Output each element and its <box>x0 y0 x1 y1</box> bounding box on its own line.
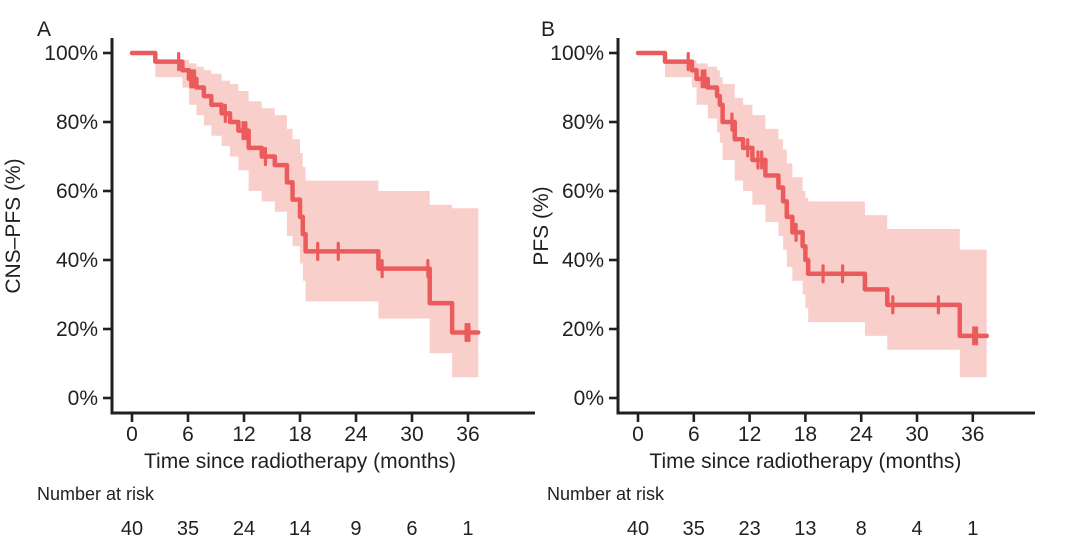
risk-value: 35 <box>683 518 705 540</box>
x-axis-title: Time since radiotherapy (months) <box>144 450 456 473</box>
risk-value: 23 <box>738 518 760 540</box>
y-tick-label: 0% <box>68 387 98 410</box>
x-tick-label: 0 <box>632 423 644 446</box>
x-tick-label: 12 <box>738 423 761 446</box>
x-tick-label: 18 <box>288 423 311 446</box>
x-tick-label: 6 <box>182 423 194 446</box>
risk-value: 24 <box>233 518 255 540</box>
x-tick-label: 6 <box>688 423 700 446</box>
y-tick-label: 20% <box>56 318 98 341</box>
x-axis-title: Time since radiotherapy (months) <box>649 450 961 473</box>
y-tick-label: 80% <box>562 111 604 134</box>
number-at-risk-label: Number at risk <box>37 484 155 504</box>
risk-value: 13 <box>794 518 816 540</box>
confidence-band <box>155 59 479 378</box>
x-tick-label: 36 <box>456 423 479 446</box>
panel-letter: A <box>37 18 51 41</box>
risk-value: 1 <box>462 518 473 540</box>
y-tick-label: 40% <box>56 249 98 272</box>
panel-letter: B <box>541 18 555 41</box>
y-tick-label: 20% <box>562 318 604 341</box>
x-tick-label: 24 <box>344 423 368 446</box>
y-tick-label: 100% <box>44 42 98 65</box>
y-tick-label: 0% <box>574 387 604 410</box>
x-tick-label: 12 <box>232 423 255 446</box>
y-axis-title: PFS (%) <box>530 186 553 265</box>
x-tick-label: 24 <box>850 423 874 446</box>
y-tick-label: 60% <box>56 180 98 203</box>
y-axis-title: CNS–PFS (%) <box>2 158 25 293</box>
risk-value: 40 <box>121 518 143 540</box>
x-tick-label: 18 <box>794 423 817 446</box>
risk-value: 35 <box>177 518 199 540</box>
km-curve <box>635 50 989 339</box>
risk-value: 14 <box>289 518 311 540</box>
y-tick-label: 100% <box>550 42 604 65</box>
y-tick-label: 60% <box>562 180 604 203</box>
number-at-risk-label: Number at risk <box>547 484 665 504</box>
risk-value: 9 <box>350 518 361 540</box>
x-tick-label: 30 <box>905 423 928 446</box>
confidence-band <box>664 59 987 378</box>
risk-value: 40 <box>627 518 649 540</box>
risk-value: 4 <box>911 518 922 540</box>
risk-value: 8 <box>856 518 867 540</box>
risk-value: 6 <box>406 518 417 540</box>
risk-value: 1 <box>967 518 978 540</box>
y-tick-label: 40% <box>562 249 604 272</box>
x-tick-label: 36 <box>961 423 984 446</box>
x-tick-label: 30 <box>400 423 423 446</box>
y-tick-label: 80% <box>56 111 98 134</box>
x-tick-label: 0 <box>126 423 138 446</box>
